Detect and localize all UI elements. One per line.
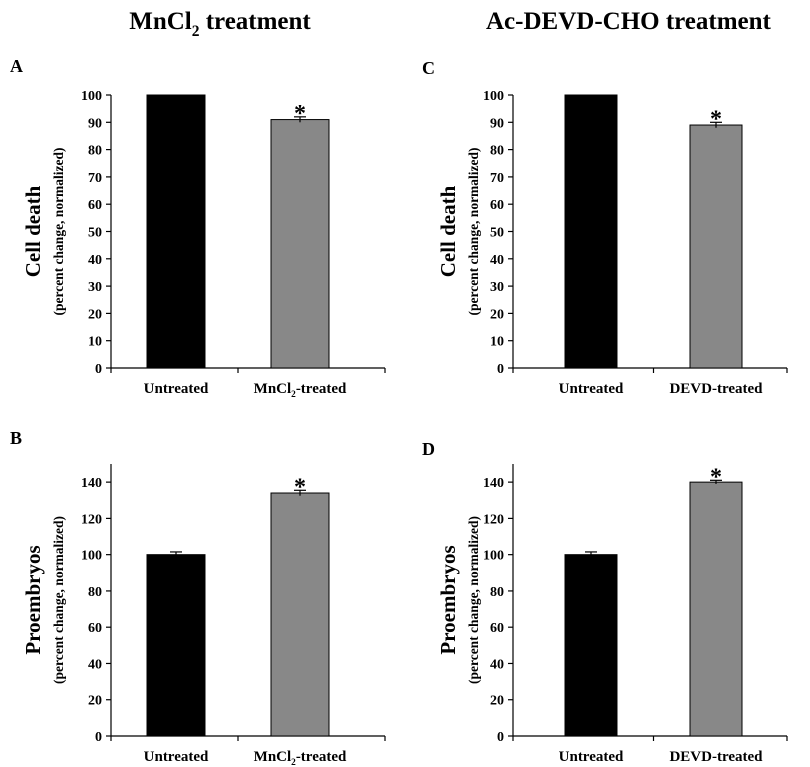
y-tick-label: 0	[95, 730, 102, 745]
panel-label: D	[422, 439, 435, 459]
y-tick-label: 70	[490, 171, 504, 186]
x-tick-label-main: Untreated	[144, 749, 209, 765]
column-title-mncl2: MnCl2 treatment	[129, 8, 311, 40]
x-tick-label: Untreated	[559, 749, 624, 765]
y-tick-label: 20	[490, 307, 504, 322]
column-title-mncl2-rest: treatment	[199, 8, 311, 35]
y-axis-subtitle: (percent change, normalized)	[466, 147, 481, 315]
x-tick-label-sub: 2	[291, 390, 296, 400]
significance-star: *	[294, 474, 306, 500]
y-axis-subtitle: (percent change, normalized)	[51, 516, 66, 684]
x-tick-label-main: DEVD-treated	[669, 749, 763, 765]
y-axis-subtitle: (percent change, normalized)	[51, 147, 66, 315]
x-tick-label: Untreated	[559, 381, 624, 397]
y-tick-label: 60	[88, 621, 102, 636]
bar-treated	[689, 481, 743, 737]
x-tick-label: MnCl2-treated	[254, 749, 347, 767]
y-tick-label: 40	[88, 657, 102, 672]
y-tick-label: 80	[88, 144, 102, 159]
column-title-devd-main: Ac-DEVD-CHO treatment	[486, 8, 772, 35]
bar-treated	[270, 119, 330, 369]
y-tick-label: 60	[88, 198, 102, 213]
y-tick-label: 10	[490, 335, 504, 350]
y-tick-label: 20	[88, 307, 102, 322]
column-title-mncl2-sub: 2	[192, 23, 200, 40]
y-tick-label: 100	[483, 89, 504, 104]
x-tick-label-rest: -treated	[296, 749, 347, 765]
y-tick-label: 100	[483, 549, 504, 564]
y-tick-label: 0	[95, 362, 102, 377]
y-tick-label: 0	[497, 730, 504, 745]
column-title-mncl2-main: MnCl	[129, 8, 192, 35]
significance-star: *	[710, 464, 722, 490]
panel-label: A	[10, 56, 23, 76]
panel-c: C 0 10 20 30 40 50 60 70 80 90 100 Cell death (percen…	[422, 58, 788, 397]
panel-b: B 0 20 40 60 80 100 120 140 Proembryos (percent ch…	[10, 428, 386, 767]
y-tick-label: 60	[490, 621, 504, 636]
y-tick-label: 80	[88, 585, 102, 600]
y-tick-label: 140	[483, 476, 504, 491]
y-tick-label: 80	[490, 585, 504, 600]
y-tick-label: 70	[88, 171, 102, 186]
x-tick-label-main: Untreated	[559, 381, 624, 397]
x-tick-label: Untreated	[144, 749, 209, 765]
bar-untreated	[146, 554, 206, 737]
panel-label: B	[10, 428, 22, 448]
x-tick-label: MnCl2-treated	[254, 381, 347, 400]
panel-d: D 0 20 40 60 80 100 120 140 Proembryos (percent ch…	[422, 439, 788, 765]
y-tick-label: 90	[88, 116, 102, 131]
y-tick-label: 20	[490, 694, 504, 709]
panel-label: C	[422, 58, 435, 78]
x-tick-label: Untreated	[144, 381, 209, 397]
x-tick-label-rest: -treated	[296, 381, 347, 397]
y-tick-label: 60	[490, 198, 504, 213]
y-axis-title: Proembryos	[436, 545, 460, 654]
y-tick-label: 100	[81, 549, 102, 564]
y-axis-title: Cell death	[436, 185, 460, 277]
y-tick-label: 120	[81, 512, 102, 527]
y-tick-label: 80	[490, 144, 504, 159]
x-tick-label-main: MnCl	[254, 381, 292, 397]
y-tick-label: 40	[490, 253, 504, 268]
x-tick-label: DEVD-treated	[669, 381, 763, 397]
bar-untreated	[564, 554, 618, 737]
y-axis-title: Cell death	[21, 185, 45, 277]
y-axis-subtitle: (percent change, normalized)	[466, 516, 481, 684]
column-title-devd: Ac-DEVD-CHO treatment	[486, 8, 772, 35]
y-tick-label: 90	[490, 116, 504, 131]
y-tick-label: 30	[88, 280, 102, 295]
bar-treated	[270, 492, 330, 737]
significance-star: *	[294, 101, 306, 127]
column-titles: MnCl2 treatment Ac-DEVD-CHO treatment	[129, 8, 771, 40]
x-tick-label-main: DEVD-treated	[669, 381, 763, 397]
y-tick-label: 50	[490, 226, 504, 241]
bar-untreated	[564, 94, 618, 369]
y-tick-label: 0	[497, 362, 504, 377]
bar-treated	[689, 124, 743, 369]
bar-untreated	[146, 94, 206, 369]
y-tick-label: 140	[81, 476, 102, 491]
significance-star: *	[710, 106, 722, 132]
x-tick-label-sub: 2	[291, 758, 296, 767]
x-tick-label-main: Untreated	[559, 749, 624, 765]
x-tick-label-main: MnCl	[254, 749, 292, 765]
y-tick-label: 30	[490, 280, 504, 295]
y-axis-title: Proembryos	[21, 545, 45, 654]
y-tick-label: 20	[88, 694, 102, 709]
y-tick-label: 40	[490, 657, 504, 672]
panel-a: A 0 10 20 30 40 50 60 70 80 90 100 Cell death (percen…	[10, 56, 386, 400]
y-tick-label: 50	[88, 226, 102, 241]
y-tick-label: 100	[81, 89, 102, 104]
y-tick-label: 120	[483, 512, 504, 527]
x-tick-label-main: Untreated	[144, 381, 209, 397]
y-tick-label: 40	[88, 253, 102, 268]
y-tick-label: 10	[88, 335, 102, 350]
x-tick-label: DEVD-treated	[669, 749, 763, 765]
